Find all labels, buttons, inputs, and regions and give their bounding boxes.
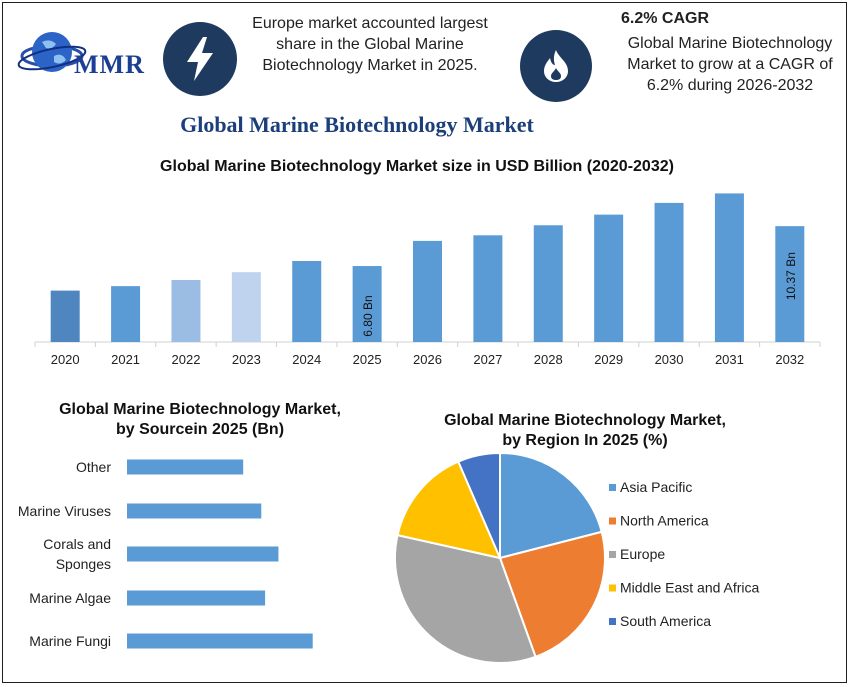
legend-label: Europe xyxy=(620,546,665,562)
category-label: Marine Viruses xyxy=(18,503,111,519)
source-chart-title: Global Marine Biotechnology Market, by S… xyxy=(10,400,390,440)
europe-highlight-text: Europe market accounted largest share in… xyxy=(252,15,488,74)
x-tick-label-2024: 2024 xyxy=(292,352,321,367)
pie-slice-middle-east-and-africa xyxy=(396,460,502,560)
logo-text: MMR xyxy=(74,50,145,79)
x-tick-label-2029: 2029 xyxy=(594,352,623,367)
globe-icon xyxy=(17,32,87,72)
page-title: Global Marine Biotechnology Market xyxy=(180,112,534,137)
legend-swatch xyxy=(609,584,616,592)
x-tick-label-2021: 2021 xyxy=(111,352,140,367)
bar-corals-and-sponges xyxy=(127,546,279,562)
bar-2031 xyxy=(714,193,744,342)
legend-label: North America xyxy=(620,513,709,529)
bar-2023 xyxy=(231,272,261,342)
region-pie-chart: Asia Pacific North America Europe Middle Ea… xyxy=(394,451,760,664)
x-tick-label-2023: 2023 xyxy=(232,352,261,367)
category-label: Other xyxy=(76,459,111,475)
x-tick-label-2026: 2026 xyxy=(413,352,442,367)
market-size-bar-chart: 2020 2021 2022 2023 2024 2025 2026 2027 2028 2029… xyxy=(34,193,821,367)
source-chart-title-line2: by Sourcein 2025 (Bn) xyxy=(115,421,285,438)
bar-2027 xyxy=(473,235,503,342)
legend-label: Asia Pacific xyxy=(620,479,692,495)
source-chart-title-line1: Global Marine Biotechnology Market, xyxy=(59,401,341,418)
pie-slice-north-america xyxy=(498,530,606,659)
bar-2030 xyxy=(654,202,684,342)
bar-marine-algae xyxy=(127,590,266,606)
bar-marine-fungi xyxy=(127,633,313,649)
pie-slice-europe xyxy=(394,533,537,664)
x-tick-label-2032: 2032 xyxy=(775,352,804,367)
x-tick-label-2028: 2028 xyxy=(534,352,563,367)
category-label: Corals and Sponges xyxy=(43,536,111,572)
x-tick-label-2022: 2022 xyxy=(172,352,201,367)
legend-swatch xyxy=(609,517,616,525)
legend-swatch xyxy=(609,551,616,558)
bar-2028 xyxy=(533,225,563,342)
pie-slice-south-america xyxy=(456,451,501,559)
x-tick-label-2030: 2030 xyxy=(655,352,684,367)
region-chart-title-line1: Global Marine Biotechnology Market, xyxy=(444,412,726,429)
x-tick-label-2020: 2020 xyxy=(51,352,80,367)
bar-2026 xyxy=(413,240,442,342)
data-label-2032: 10.37 Bn xyxy=(784,252,798,300)
market-size-chart-title: Global Marine Biotechnology Market size … xyxy=(160,158,674,175)
x-tick-label-2025: 2025 xyxy=(353,352,382,367)
bar-2024 xyxy=(292,261,322,342)
category-label: Marine Fungi xyxy=(29,633,111,649)
category-label: Marine Algae xyxy=(29,590,111,606)
flame-icon xyxy=(544,50,568,82)
bar-2032 xyxy=(775,226,805,342)
cagr-highlight-text: Global Marine Biotechnology Market to gr… xyxy=(627,35,833,94)
cagr-title: 6.2% CAGR xyxy=(620,10,710,27)
bar-other xyxy=(127,459,244,475)
bar-2029 xyxy=(594,214,624,342)
region-chart-title: Global Marine Biotechnology Market, by R… xyxy=(395,411,775,451)
pie-slice-asia-pacific xyxy=(499,451,603,560)
legend-label: Middle East and Africa xyxy=(620,580,760,596)
bar-marine-viruses xyxy=(127,503,262,519)
legend-swatch xyxy=(609,618,616,625)
legend-swatch xyxy=(609,484,616,491)
source-bar-chart: Other Marine Viruses Corals and Sponges Mari… xyxy=(18,459,313,649)
x-tick-label-2031: 2031 xyxy=(715,352,744,367)
data-label-2025: 6.80 Bn xyxy=(361,295,375,336)
europe-badge xyxy=(163,22,237,96)
bar-2021 xyxy=(111,286,141,342)
cagr-badge xyxy=(520,30,592,102)
bar-2022 xyxy=(171,279,201,342)
legend-label: South America xyxy=(620,613,711,629)
bar-2020 xyxy=(50,290,80,342)
lightning-bolt-icon xyxy=(187,37,213,81)
bar-2025 xyxy=(352,266,382,342)
region-chart-title-line2: by Region In 2025 (%) xyxy=(502,432,668,449)
mmr-logo xyxy=(16,22,156,86)
x-tick-label-2027: 2027 xyxy=(473,352,502,367)
